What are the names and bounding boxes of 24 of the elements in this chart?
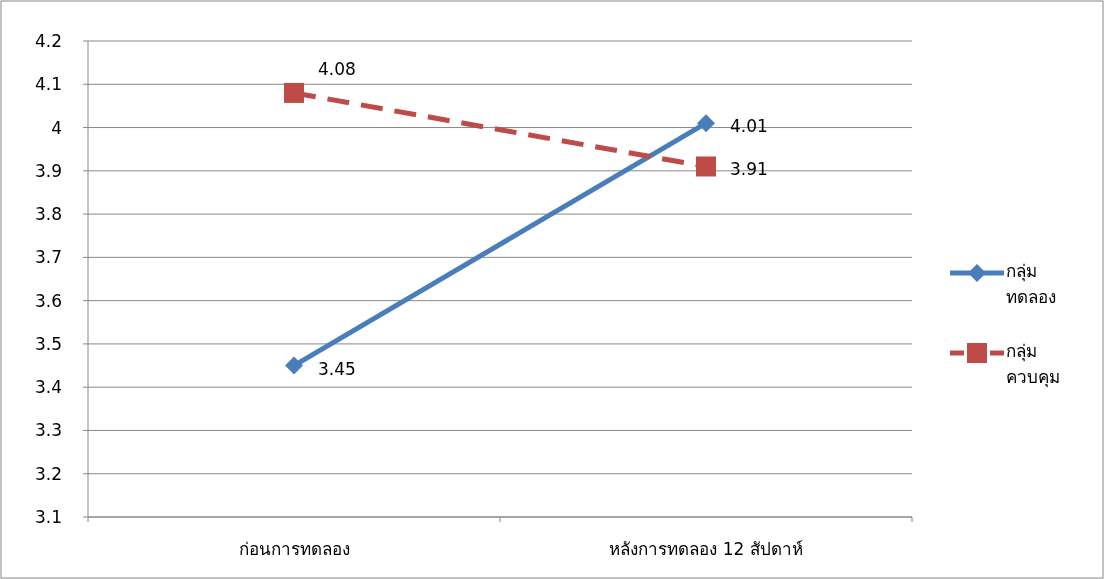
ytick: 3.7 [34, 247, 62, 268]
ytick: 4 [51, 117, 62, 138]
ytick: 3.4 [34, 377, 62, 398]
ytick: 4.1 [34, 74, 62, 95]
label: 3.91 [730, 159, 768, 180]
point [696, 156, 716, 177]
ytick: 3.9 [34, 160, 62, 181]
ytick: 4.2 [34, 31, 62, 51]
ytick: 3.1 [34, 507, 62, 527]
label: 4.08 [318, 58, 356, 79]
point [285, 356, 303, 375]
ytick: 3.3 [34, 420, 62, 441]
legend-label: กลุ่มทดลอง [1006, 260, 1057, 310]
ytick: 3.2 [34, 463, 62, 484]
ytick: 3.5 [34, 333, 62, 354]
xtick: ก่อนการทดลอง [238, 539, 350, 559]
xtick: หลังการทดลอง 12 สัปดาห์ [609, 539, 803, 559]
label: 3.45 [318, 358, 356, 379]
point [284, 82, 304, 103]
point [697, 114, 715, 133]
ytick: 3.8 [34, 204, 62, 225]
label: 4.01 [730, 116, 768, 137]
legend-label: กลุ่มควบคุม [1006, 340, 1061, 390]
ytick: 3.6 [34, 290, 62, 311]
